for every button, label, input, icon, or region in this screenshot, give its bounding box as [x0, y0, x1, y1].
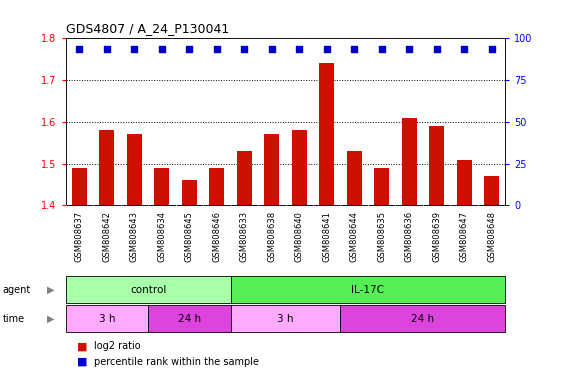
Text: GSM808647: GSM808647	[460, 211, 469, 262]
Bar	[154, 168, 170, 384]
Bar	[231, 276, 505, 303]
Text: GSM808642: GSM808642	[102, 211, 111, 262]
Text: log2 ratio: log2 ratio	[94, 341, 141, 351]
Text: GSM808635: GSM808635	[377, 211, 386, 262]
Point	[432, 46, 441, 52]
Bar	[374, 168, 389, 384]
Point	[405, 46, 414, 52]
Text: ▶: ▶	[47, 314, 55, 324]
Point	[460, 46, 469, 52]
Bar	[340, 305, 505, 332]
Bar	[209, 168, 224, 384]
Text: GDS4807 / A_24_P130041: GDS4807 / A_24_P130041	[66, 22, 229, 35]
Point	[349, 46, 359, 52]
Text: GSM808639: GSM808639	[432, 211, 441, 262]
Text: ■: ■	[77, 341, 87, 351]
Text: 24 h: 24 h	[411, 314, 435, 324]
Text: GSM808637: GSM808637	[75, 211, 84, 262]
Point	[102, 46, 111, 52]
Bar	[319, 63, 334, 384]
Text: agent: agent	[3, 285, 31, 295]
Text: percentile rank within the sample: percentile rank within the sample	[94, 357, 259, 367]
Text: ▶: ▶	[47, 285, 55, 295]
Text: control: control	[130, 285, 166, 295]
Text: IL-17C: IL-17C	[351, 285, 384, 295]
Point	[267, 46, 276, 52]
Text: 24 h: 24 h	[178, 314, 201, 324]
Bar	[72, 168, 87, 384]
Bar	[264, 134, 279, 384]
Text: GSM808643: GSM808643	[130, 211, 139, 262]
Point	[377, 46, 386, 52]
Text: GSM808640: GSM808640	[295, 211, 304, 262]
Bar	[148, 305, 231, 332]
Bar	[457, 159, 472, 384]
Bar	[484, 176, 499, 384]
Bar	[347, 151, 362, 384]
Point	[185, 46, 194, 52]
Text: 3 h: 3 h	[99, 314, 115, 324]
Bar	[66, 305, 148, 332]
Bar	[401, 118, 417, 384]
Bar	[292, 130, 307, 384]
Text: GSM808641: GSM808641	[322, 211, 331, 262]
Text: GSM808634: GSM808634	[158, 211, 166, 262]
Bar	[66, 276, 231, 303]
Text: GSM808648: GSM808648	[487, 211, 496, 262]
Point	[75, 46, 84, 52]
Point	[212, 46, 222, 52]
Bar	[231, 305, 340, 332]
Bar	[182, 180, 197, 384]
Text: ■: ■	[77, 357, 87, 367]
Point	[240, 46, 249, 52]
Text: GSM808646: GSM808646	[212, 211, 222, 262]
Point	[295, 46, 304, 52]
Text: time: time	[3, 314, 25, 324]
Point	[157, 46, 166, 52]
Text: GSM808638: GSM808638	[267, 211, 276, 262]
Point	[487, 46, 496, 52]
Point	[322, 46, 331, 52]
Text: GSM808644: GSM808644	[349, 211, 359, 262]
Text: GSM808636: GSM808636	[405, 211, 413, 262]
Text: GSM808645: GSM808645	[185, 211, 194, 262]
Text: GSM808633: GSM808633	[240, 211, 249, 262]
Point	[130, 46, 139, 52]
Text: 3 h: 3 h	[278, 314, 293, 324]
Bar	[127, 134, 142, 384]
Bar	[99, 130, 114, 384]
Bar	[429, 126, 444, 384]
Bar	[237, 151, 252, 384]
